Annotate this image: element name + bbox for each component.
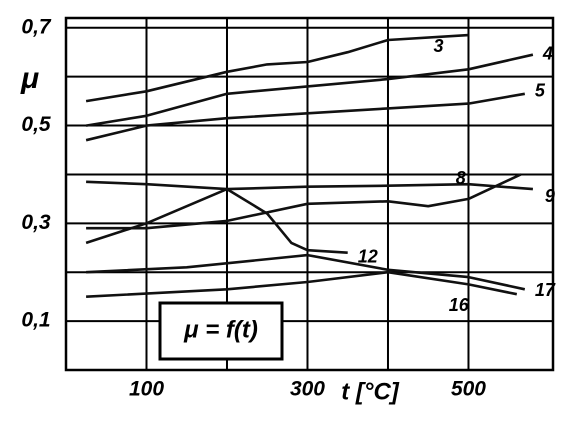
- y-axis-label: μ: [20, 62, 39, 95]
- line-series: [85, 53, 534, 127]
- line-series: [86, 270, 518, 298]
- annotation: μ = f(t): [183, 316, 258, 343]
- line-series: [86, 253, 526, 291]
- series-label: 5: [535, 81, 546, 101]
- series-label: 3: [433, 36, 443, 56]
- series-label: 9: [545, 186, 555, 206]
- series-label: 16: [449, 295, 470, 315]
- x-tick-label: 100: [129, 378, 164, 401]
- y-tick-label: 0,3: [21, 211, 51, 234]
- series-label: 8: [456, 168, 466, 188]
- annotation-box: [158, 301, 284, 361]
- y-tick-label: 0,1: [21, 309, 50, 332]
- x-tick-label: 500: [451, 378, 486, 401]
- y-tick-label: 0,7: [21, 15, 52, 38]
- line-series: [86, 173, 522, 230]
- line-series: [85, 92, 526, 142]
- x-axis-label: t [°C]: [341, 378, 400, 405]
- series-label: 12: [358, 246, 378, 266]
- x-tick-label: 300: [290, 378, 325, 401]
- line-series: [86, 180, 348, 254]
- series-label: 4: [542, 43, 553, 63]
- line-series: [85, 33, 469, 103]
- plot-frame: [64, 16, 555, 372]
- y-tick-label: 0,5: [21, 113, 51, 136]
- line-series: [85, 182, 533, 245]
- series-label: 17: [535, 280, 556, 300]
